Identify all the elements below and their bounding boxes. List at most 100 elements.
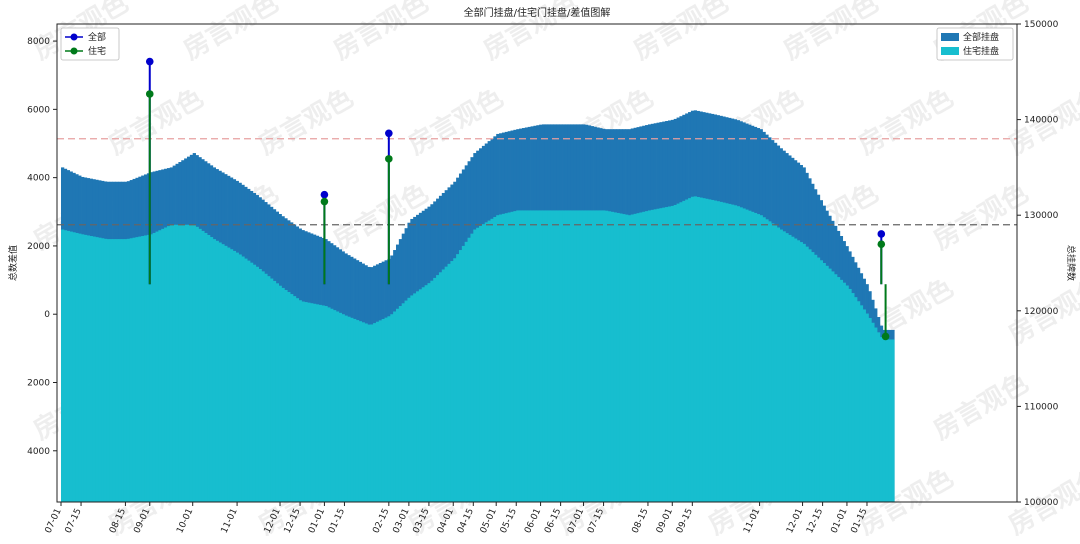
right-axis-ticks: 100000 110000 120000 130000 140000 150000 (1017, 20, 1059, 508)
bar-residential-listings (92, 236, 96, 503)
bar-residential-listings (610, 211, 614, 503)
bar-residential-listings (693, 196, 698, 502)
bar-residential-listings (596, 210, 600, 503)
bar-residential-listings (310, 303, 314, 502)
x-tick-label: 05-15 (499, 507, 519, 535)
bar-residential-listings (622, 214, 626, 502)
bar-residential-listings (175, 224, 179, 502)
bar-residential-listings (184, 224, 188, 502)
bar-residential-listings (270, 278, 274, 502)
bar-residential-listings (493, 216, 497, 502)
bar-residential-listings (530, 210, 534, 503)
stem-marker (385, 129, 393, 138)
right-tick-label: 100000 (1024, 498, 1059, 508)
bar-residential-listings (874, 327, 878, 502)
bar-residential-listings (95, 237, 99, 502)
bar-residential-listings (341, 314, 345, 502)
bar-residential-listings (63, 230, 68, 503)
bar-residential-listings (413, 293, 417, 502)
bar-residential-listings (324, 306, 328, 502)
bar-residential-listings (779, 229, 783, 503)
left-tick-label: 6000 (27, 105, 50, 115)
bar-residential-listings (229, 249, 234, 502)
bar-residential-listings (536, 210, 540, 503)
bar-residential-listings (132, 237, 136, 502)
bar-residential-listings (814, 254, 818, 502)
watermark-text: 房言观色 (628, 0, 734, 66)
bar-residential-listings (524, 210, 529, 503)
bar-residential-listings (418, 289, 423, 502)
bar-residential-listings (856, 301, 861, 502)
left-tick-label: 2000 (27, 379, 50, 389)
bar-residential-listings (739, 207, 743, 502)
bar-residential-listings (765, 219, 769, 502)
bar-residential-listings (788, 234, 792, 503)
bar-residential-listings (364, 323, 368, 502)
bar-residential-listings (619, 213, 623, 502)
left-tick-label: 2000 (27, 242, 50, 252)
bar-residential-listings (602, 210, 606, 503)
bar-residential-listings (710, 199, 715, 502)
bar-residential-listings (582, 210, 586, 503)
right-tick-label: 110000 (1024, 402, 1059, 412)
bar-residential-listings (544, 210, 549, 503)
bar-residential-listings (298, 300, 302, 502)
bar-residential-listings (144, 235, 148, 502)
bar-residential-listings (859, 305, 864, 502)
bar-residential-listings (189, 224, 194, 502)
bar-residential-listings (393, 311, 397, 502)
bar-residential-listings (195, 226, 199, 502)
bar-residential-listings (430, 280, 434, 502)
bar-residential-listings (458, 250, 463, 502)
left-axis-ticks: 4000 2000 0 2000 4000 6000 8000 (27, 37, 57, 457)
watermark-text: 房言观色 (328, 0, 434, 66)
bar-residential-listings (751, 211, 755, 503)
bar-residential-listings (126, 238, 131, 502)
left-tick-label: 4000 (27, 447, 50, 457)
stem-marker (145, 90, 154, 98)
bar-residential-listings (436, 275, 440, 502)
bar-residential-listings (367, 324, 371, 502)
bar-residential-listings (66, 230, 70, 503)
legend-residential-label: 住宅 (88, 45, 106, 57)
bar-residential-listings (467, 237, 471, 502)
bar-residential-listings (358, 321, 363, 502)
bar-residential-listings (201, 230, 205, 503)
bar-residential-listings (805, 246, 809, 502)
bar-residential-listings (78, 233, 82, 502)
watermark-text: 房言观色 (178, 0, 284, 66)
bar-residential-listings (605, 210, 609, 502)
stem-marker (881, 332, 890, 341)
legend-all-marker (70, 33, 78, 41)
bar-residential-listings (831, 271, 835, 502)
bar-residential-listings (224, 245, 228, 502)
bar-residential-listings (81, 234, 85, 502)
residential-listings-bars (61, 196, 895, 503)
bar-residential-listings (198, 228, 202, 502)
bar-residential-listings (550, 210, 554, 503)
bar-residential-listings (521, 210, 526, 503)
bar-residential-listings (416, 291, 420, 502)
bar-residential-listings (665, 207, 669, 502)
bar-residential-listings (607, 211, 612, 502)
bar-residential-listings (851, 293, 855, 502)
left-tick-label: 0 (44, 310, 50, 320)
bar-residential-listings (407, 297, 411, 502)
bar-residential-listings (123, 239, 128, 502)
bar-residential-listings (690, 196, 695, 502)
bar-residential-listings (241, 256, 245, 502)
legend-residential-listings-swatch (941, 47, 959, 55)
bar-residential-listings (152, 232, 156, 502)
stem-marker (877, 230, 886, 238)
bar-residential-listings (842, 282, 846, 502)
bar-residential-listings (301, 301, 305, 502)
bar-residential-listings (98, 237, 102, 502)
bar-residential-listings (527, 210, 531, 503)
bar-residential-listings (547, 210, 551, 503)
x-tick-label: 12-01 (785, 507, 805, 535)
bar-residential-listings (479, 225, 483, 502)
bar-residential-listings (427, 283, 431, 502)
bar-residential-listings (355, 320, 360, 502)
bar-residential-listings (584, 210, 589, 503)
bar-residential-listings (542, 210, 546, 503)
